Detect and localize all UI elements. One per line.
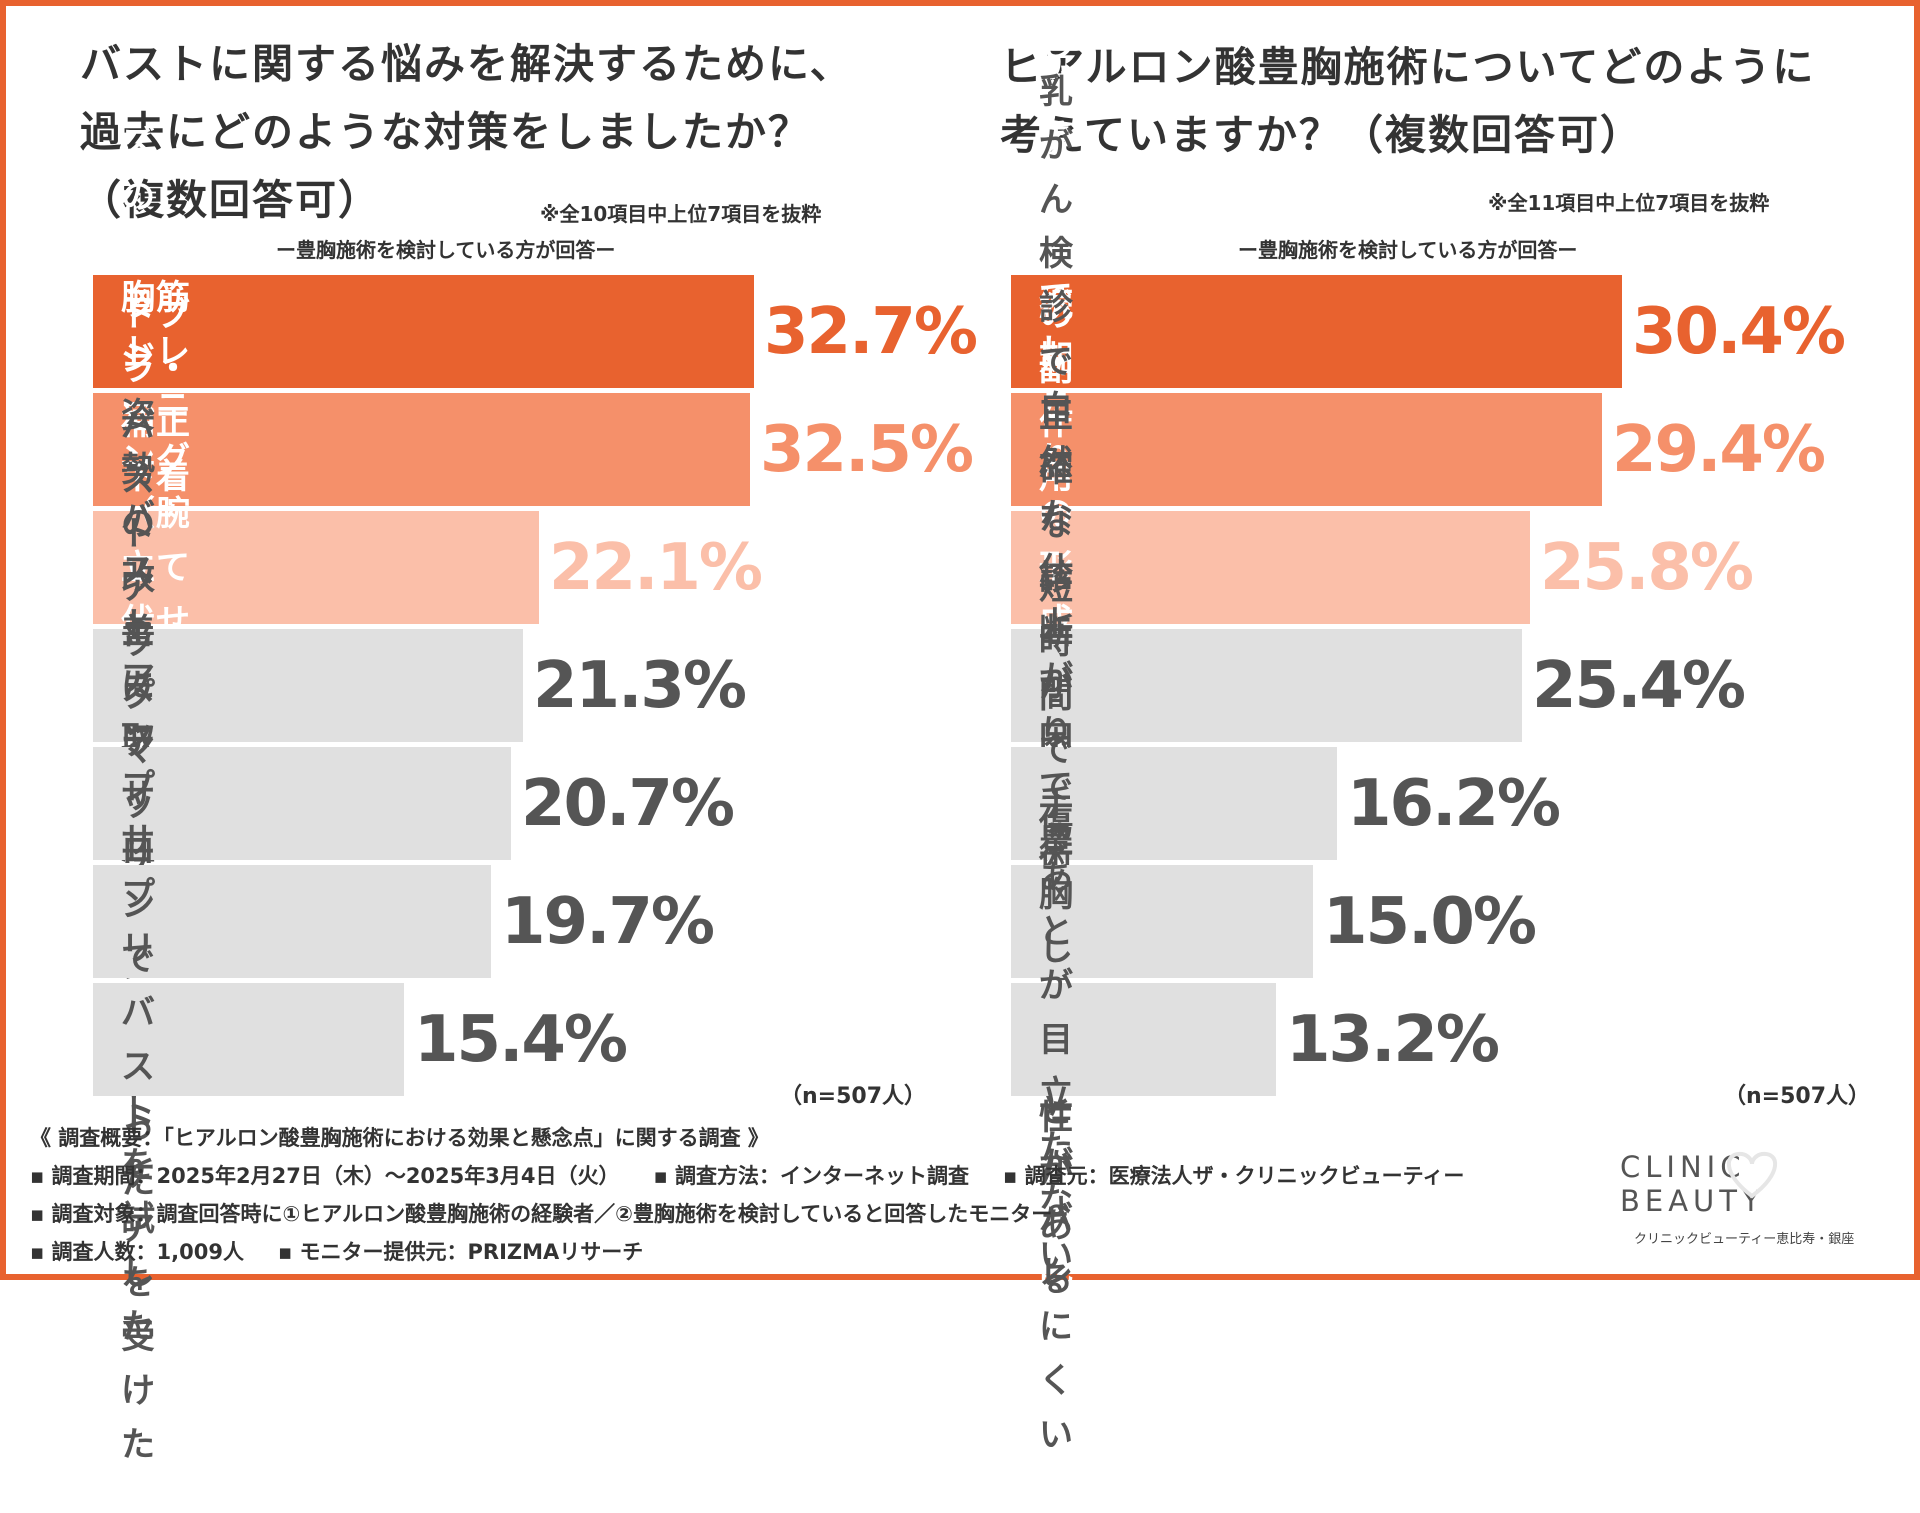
left-bar-3	[93, 511, 539, 624]
right-bar-4	[1011, 629, 1522, 742]
left-bar-value-2: 32.5%	[760, 412, 974, 487]
logo-subtitle: クリニックビューティー恵比寿・銀座	[1634, 1232, 1855, 1247]
left-title-line-1: バストに関する悩みを解決するために、	[80, 40, 853, 88]
left-title: バストに関する悩みを解決するために、 過去にどのような対策をしましたか？ （複数…	[80, 30, 853, 234]
left-bar-value-5: 20.7%	[521, 766, 735, 841]
right-n-label: （n=507人）	[1724, 1084, 1871, 1109]
left-bar-6	[93, 865, 491, 978]
right-note: ※全11項目中上位7項目を抜粋	[1488, 191, 1770, 215]
right-bar-2	[1011, 393, 1602, 506]
survey-count: ▪ 調査人数：1,009人	[30, 1240, 244, 1264]
survey-provider: ▪ モニター提供元：PRIZMAリサーチ	[277, 1240, 644, 1264]
survey-heading: 《 調査概要：「ヒアルロン酸豊胸施術における効果と懸念点」に関する調査 》	[30, 1126, 769, 1150]
left-bar-5	[93, 747, 511, 860]
left-bar-4	[93, 629, 523, 742]
right-bar-value-3: 25.8%	[1540, 530, 1754, 605]
right-title-line-1: ヒアルロン酸豊胸施術についてどのように	[1000, 43, 1816, 91]
logo-name: CLINIC BEAUTY	[1620, 1150, 1765, 1218]
left-title-line-2: 過去にどのような対策をしましたか？	[80, 108, 811, 156]
right-title-line-2: 考えていますか？（複数回答可）	[1000, 111, 1643, 159]
page-border	[0, 0, 1920, 1280]
left-bar-label-7: エステサロンでバストケアを 受けた	[121, 615, 156, 1465]
right-bar-5	[1011, 747, 1337, 860]
right-bar-6	[1011, 865, 1313, 978]
right-bar-value-6: 15.0%	[1323, 884, 1537, 959]
right-bar-value-4: 25.4%	[1532, 648, 1746, 723]
survey-method: ▪ 調査方法：インターネット調査	[653, 1164, 970, 1188]
left-bar-7	[93, 983, 404, 1096]
left-title-line-3: （複数回答可）	[80, 176, 381, 224]
survey-target: ▪ 調査対象：調査回答時に①ヒアルロン酸豊胸施術の経験者／②豊胸施術を検討してい…	[30, 1202, 1053, 1226]
right-bar-value-1: 30.4%	[1632, 294, 1846, 369]
left-bar-1	[93, 275, 754, 388]
right-bar-3	[1011, 511, 1530, 624]
left-n-label: （n=507人）	[780, 1084, 927, 1109]
left-bar-value-6: 19.7%	[501, 884, 715, 959]
left-note: ※全10項目中上位7項目を抜粋	[540, 202, 822, 226]
survey-source: ▪ 調査元：医療法人ザ・クリニックビューティー	[1003, 1164, 1465, 1188]
left-bar-value-1: 32.7%	[764, 294, 978, 369]
left-respondents: ー豊胸施術を検討している方が回答ー	[276, 238, 616, 262]
survey-period: ▪ 調査期間：2025年2月27日（木）〜2025年3月4日（火）	[30, 1164, 620, 1188]
survey-row-3: ▪ 調査人数：1,009人 ▪ モニター提供元：PRIZMAリサーチ	[30, 1236, 677, 1266]
right-bar-value-2: 29.4%	[1612, 412, 1826, 487]
right-bar-7	[1011, 983, 1276, 1096]
left-bar-value-3: 22.1%	[549, 530, 763, 605]
right-bar-value-7: 13.2%	[1286, 1002, 1500, 1077]
right-bar-label-7: 傷あとが目立たない	[1039, 804, 1074, 1276]
left-bar-2	[93, 393, 750, 506]
right-respondents: ー豊胸施術を検討している方が回答ー	[1238, 238, 1578, 262]
right-bar-value-5: 16.2%	[1347, 766, 1561, 841]
left-bar-value-7: 15.4%	[414, 1002, 628, 1077]
right-bar-1	[1011, 275, 1622, 388]
left-bar-value-4: 21.3%	[533, 648, 747, 723]
clinic-logo: CLINIC BEAUTY クリニックビューティー恵比寿・銀座	[1620, 1150, 1900, 1247]
survey-row-1: ▪ 調査期間：2025年2月27日（木）〜2025年3月4日（火） ▪ 調査方法：…	[30, 1160, 1498, 1190]
heart-logo-icon	[1726, 1151, 1778, 1199]
right-title: ヒアルロン酸豊胸施術についてどのように 考えていますか？（複数回答可）	[1000, 33, 1815, 169]
